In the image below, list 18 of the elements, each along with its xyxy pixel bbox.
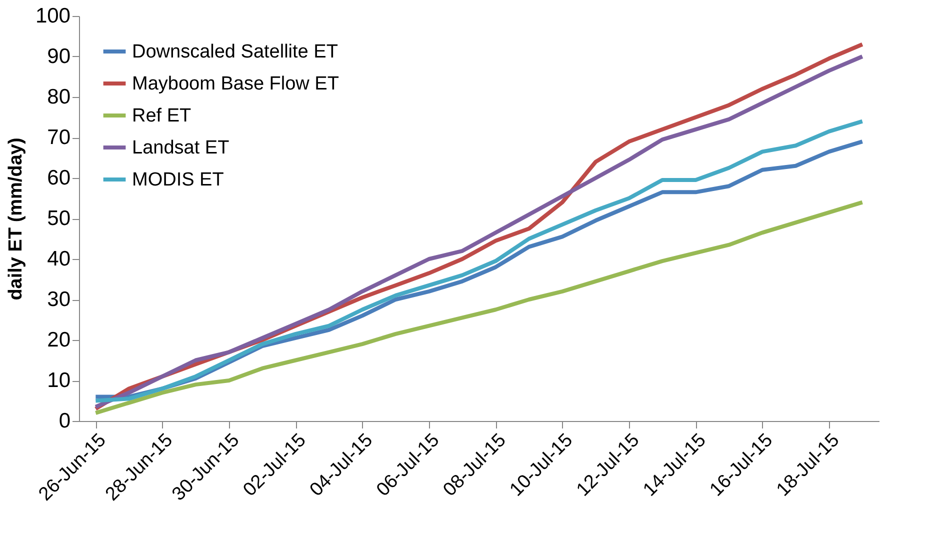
legend-label: Ref ET — [132, 106, 192, 126]
y-tick-label: 50 — [47, 207, 70, 230]
legend-label: Landsat ET — [132, 138, 230, 158]
y-tick-label: 40 — [47, 248, 70, 270]
y-axis-title: daily ET (mm/day) — [5, 138, 26, 300]
legend-label: Downscaled Satellite ET — [132, 42, 338, 62]
legend-label: MODIS ET — [132, 170, 224, 190]
legend-label: Mayboom Base Flow ET — [132, 74, 340, 94]
y-tick-label: 0 — [58, 410, 70, 432]
y-tick-label: 90 — [47, 45, 70, 68]
y-tick-label: 20 — [47, 328, 70, 352]
y-tick-label: 60 — [47, 166, 70, 190]
line-series — [94, 200, 864, 415]
y-tick-label: 30 — [47, 288, 70, 311]
y-tick-label: 100 — [35, 4, 70, 28]
y-tick-label: 10 — [47, 369, 70, 392]
y-tick-label: 70 — [47, 126, 70, 149]
y-tick-label: 80 — [47, 86, 70, 108]
